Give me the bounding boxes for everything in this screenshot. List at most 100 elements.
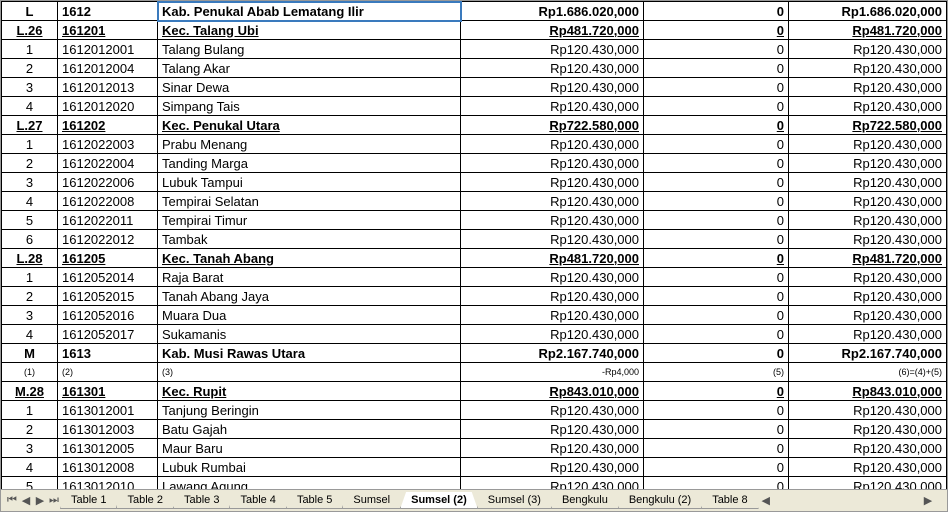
cell[interactable]: 1612052017 xyxy=(58,325,158,344)
cell[interactable]: 1613012003 xyxy=(58,420,158,439)
sheet-tab[interactable]: Table 3 xyxy=(173,492,230,509)
cell[interactable]: Tempirai Timur xyxy=(158,211,461,230)
cell[interactable]: Rp120.430,000 xyxy=(789,40,947,59)
cell[interactable]: Rp481.720,000 xyxy=(789,249,947,268)
tab-nav-prev[interactable]: ◀ xyxy=(19,493,33,509)
cell[interactable]: M xyxy=(2,344,58,363)
cell[interactable]: 0 xyxy=(644,192,789,211)
cell[interactable]: L xyxy=(2,2,58,21)
cell[interactable]: 1612012013 xyxy=(58,78,158,97)
cell[interactable]: Rp120.430,000 xyxy=(461,211,644,230)
cell[interactable]: Rp120.430,000 xyxy=(789,325,947,344)
cell[interactable]: 1612022004 xyxy=(58,154,158,173)
cell[interactable]: Rp481.720,000 xyxy=(461,249,644,268)
cell[interactable]: 4 xyxy=(2,97,58,116)
cell[interactable]: 0 xyxy=(644,477,789,490)
cell[interactable]: Rp120.430,000 xyxy=(789,420,947,439)
cell[interactable]: 1612022011 xyxy=(58,211,158,230)
cell[interactable]: Rp120.430,000 xyxy=(789,477,947,490)
cell[interactable]: 1612012020 xyxy=(58,97,158,116)
cell[interactable]: Rp120.430,000 xyxy=(789,268,947,287)
cell[interactable]: M.28 xyxy=(2,382,58,401)
cell[interactable]: Rp120.430,000 xyxy=(789,192,947,211)
cell[interactable]: (2) xyxy=(58,363,158,382)
cell[interactable]: 0 xyxy=(644,135,789,154)
cell[interactable]: 1612022003 xyxy=(58,135,158,154)
cell[interactable]: Rp120.430,000 xyxy=(789,401,947,420)
cell[interactable]: 161301 xyxy=(58,382,158,401)
cell[interactable]: Sukamanis xyxy=(158,325,461,344)
cell[interactable]: 3 xyxy=(2,78,58,97)
cell[interactable]: Rp120.430,000 xyxy=(461,458,644,477)
cell[interactable]: 1612022006 xyxy=(58,173,158,192)
cell[interactable]: Rp722.580,000 xyxy=(789,116,947,135)
sheet-tab[interactable]: Table 8 xyxy=(701,492,758,509)
sheet-tab[interactable]: Table 1 xyxy=(60,492,117,509)
cell[interactable]: (5) xyxy=(644,363,789,382)
cell[interactable]: 0 xyxy=(644,230,789,249)
cell[interactable]: Rp120.430,000 xyxy=(461,230,644,249)
cell[interactable]: 1613012010 xyxy=(58,477,158,490)
cell[interactable]: Rp722.580,000 xyxy=(461,116,644,135)
cell[interactable]: Talang Bulang xyxy=(158,40,461,59)
cell[interactable]: (6)=(4)+(5) xyxy=(789,363,947,382)
cell[interactable]: 1 xyxy=(2,135,58,154)
cell[interactable]: Rp120.430,000 xyxy=(461,59,644,78)
tab-scroll-left[interactable]: ◀ xyxy=(759,493,773,509)
cell[interactable]: Rp2.167.740,000 xyxy=(789,344,947,363)
cell[interactable]: Rp120.430,000 xyxy=(789,230,947,249)
cell[interactable]: Rp120.430,000 xyxy=(461,173,644,192)
cell[interactable]: 0 xyxy=(644,344,789,363)
cell[interactable]: 1613012008 xyxy=(58,458,158,477)
cell[interactable]: 5 xyxy=(2,211,58,230)
cell[interactable]: Kec. Tanah Abang xyxy=(158,249,461,268)
cell[interactable]: Kec. Rupit xyxy=(158,382,461,401)
cell[interactable]: Rp120.430,000 xyxy=(789,306,947,325)
cell[interactable]: Rp120.430,000 xyxy=(461,135,644,154)
cell[interactable]: 0 xyxy=(644,401,789,420)
cell[interactable]: 1612012001 xyxy=(58,40,158,59)
cell[interactable]: Batu Gajah xyxy=(158,420,461,439)
cell[interactable]: 1612052015 xyxy=(58,287,158,306)
cell[interactable]: L.27 xyxy=(2,116,58,135)
cell[interactable]: 4 xyxy=(2,458,58,477)
cell[interactable]: 1612012004 xyxy=(58,59,158,78)
cell[interactable]: L.28 xyxy=(2,249,58,268)
cell[interactable]: Rp120.430,000 xyxy=(789,287,947,306)
cell[interactable]: Rp120.430,000 xyxy=(789,439,947,458)
sheet-tab[interactable]: Bengkulu xyxy=(551,492,619,509)
cell[interactable]: 2 xyxy=(2,154,58,173)
cell[interactable]: 3 xyxy=(2,439,58,458)
cell[interactable]: Raja Barat xyxy=(158,268,461,287)
cell[interactable]: 3 xyxy=(2,173,58,192)
cell[interactable]: 1612052016 xyxy=(58,306,158,325)
cell[interactable]: 6 xyxy=(2,230,58,249)
cell[interactable]: 0 xyxy=(644,59,789,78)
cell[interactable]: 2 xyxy=(2,420,58,439)
cell[interactable]: Rp120.430,000 xyxy=(789,154,947,173)
cell[interactable]: Kec. Talang Ubi xyxy=(158,21,461,40)
cell[interactable]: Rp120.430,000 xyxy=(461,78,644,97)
tab-nav-last[interactable]: ⏭ xyxy=(47,493,61,509)
cell[interactable]: 0 xyxy=(644,78,789,97)
cell[interactable]: Tanah Abang Jaya xyxy=(158,287,461,306)
cell[interactable]: Rp120.430,000 xyxy=(789,97,947,116)
cell[interactable]: Kab. Musi Rawas Utara xyxy=(158,344,461,363)
cell[interactable]: Rp481.720,000 xyxy=(789,21,947,40)
cell[interactable]: 4 xyxy=(2,325,58,344)
cell[interactable]: 0 xyxy=(644,439,789,458)
cell[interactable]: 5 xyxy=(2,477,58,490)
cell[interactable]: Rp120.430,000 xyxy=(789,173,947,192)
cell[interactable]: Rp120.430,000 xyxy=(461,97,644,116)
cell[interactable]: 1613012001 xyxy=(58,401,158,420)
cell[interactable]: Tempirai Selatan xyxy=(158,192,461,211)
cell[interactable]: (3) xyxy=(158,363,461,382)
cell[interactable]: 1612052014 xyxy=(58,268,158,287)
cell[interactable]: Rp120.430,000 xyxy=(789,458,947,477)
cell[interactable]: Rp120.430,000 xyxy=(461,420,644,439)
cell[interactable]: Rp843.010,000 xyxy=(789,382,947,401)
sheet-tab[interactable]: Table 5 xyxy=(286,492,343,509)
cell[interactable]: Rp120.430,000 xyxy=(461,287,644,306)
cell[interactable]: Rp843.010,000 xyxy=(461,382,644,401)
cell[interactable]: 161205 xyxy=(58,249,158,268)
